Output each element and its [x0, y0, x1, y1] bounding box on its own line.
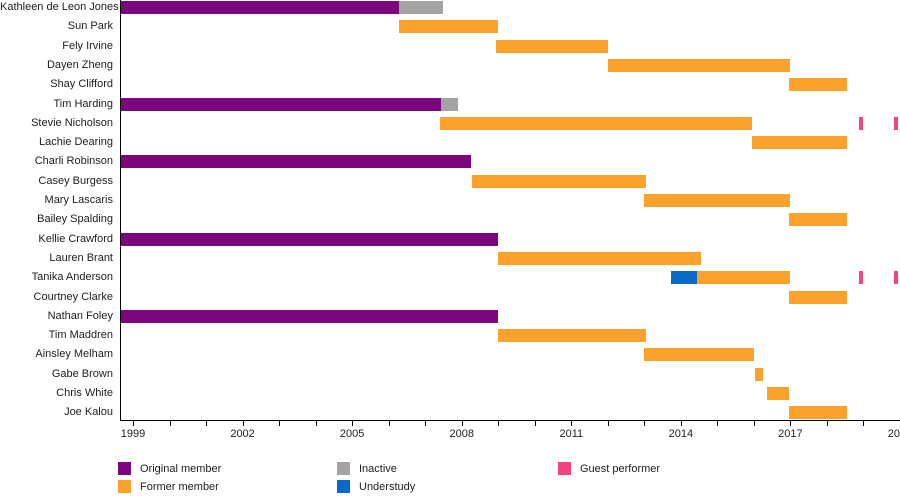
timeline-bar-former: [498, 329, 647, 343]
x-axis-tick: [388, 421, 390, 426]
member-label: Casey Burgess: [38, 174, 113, 187]
timeline-bar-former: [788, 213, 848, 227]
timeline-bar-former: [788, 78, 848, 92]
member-label: Tanika Anderson: [31, 271, 113, 284]
timeline-bar-former: [607, 58, 791, 72]
timeline-bar-former: [496, 39, 608, 53]
member-label: Lachie Dearing: [39, 136, 113, 149]
timeline-bar-original: [119, 1, 399, 14]
x-axis-tick: [644, 421, 646, 426]
legend-label: Former member: [140, 481, 219, 493]
timeline-bar-inactive: [440, 97, 459, 111]
legend-label: Understudy: [359, 481, 416, 493]
timeline-bar-guest: [894, 116, 898, 130]
x-axis-tick: [790, 421, 792, 426]
timeline-bar-guest: [859, 271, 863, 285]
member-label: Bailey Spalding: [37, 213, 113, 226]
x-axis-tick-label: 2014: [668, 428, 694, 440]
x-axis-tick-label: 2011: [559, 428, 584, 440]
member-label: Joe Kalou: [64, 406, 113, 419]
x-axis-tick-label: 2002: [230, 428, 255, 440]
legend-swatch-original: [118, 462, 131, 475]
x-axis-tick: [571, 421, 573, 426]
member-label: Gabe Brown: [51, 367, 113, 380]
x-axis-tick-label: 2020: [887, 428, 900, 440]
member-label: Mary Lascaris: [44, 194, 113, 206]
member-label: Nathan Foley: [47, 309, 113, 322]
x-axis-tick: [534, 421, 536, 426]
x-axis-tick-label: 1999: [120, 428, 146, 440]
member-label: Lauren Brant: [49, 251, 113, 264]
timeline-bar-guest: [859, 116, 863, 130]
x-axis-tick: [242, 421, 244, 426]
timeline-bar-former: [788, 290, 848, 304]
timeline-bar-inactive: [398, 1, 444, 14]
x-axis-tick: [425, 421, 427, 426]
x-axis-tick: [461, 421, 463, 426]
legend-swatch-inactive: [337, 462, 350, 475]
timeline-bar-former: [498, 251, 702, 265]
timeline-bar-former: [644, 348, 754, 362]
timeline-bar-former: [697, 271, 791, 285]
timeline-bar-former: [767, 387, 790, 400]
x-axis-tick: [315, 421, 317, 426]
timeline-bar-former: [439, 116, 753, 130]
member-label: Ainsley Melham: [35, 348, 113, 361]
x-axis-tick-label: 2005: [339, 428, 365, 440]
timeline-bar-understudy: [670, 271, 698, 285]
x-axis-tick: [133, 421, 134, 426]
timeline-bar-original: [119, 97, 441, 111]
timeline-bar-former: [398, 20, 499, 34]
legend-label: Inactive: [359, 463, 397, 475]
x-axis-tick-label: 2008: [449, 428, 474, 440]
member-label: Sun Park: [67, 20, 113, 33]
x-axis-tick: [863, 421, 865, 426]
timeline-bar-former: [644, 194, 791, 207]
x-axis-tick: [717, 421, 719, 426]
member-label: Tim Maddren: [48, 329, 113, 342]
x-axis-line: [120, 420, 900, 421]
y-axis-line: [120, 0, 121, 421]
member-label: Shay Clifford: [50, 78, 113, 91]
legend-label: Original member: [140, 463, 222, 475]
x-axis-tick: [607, 421, 609, 426]
member-label: Kellie Crawford: [38, 232, 113, 245]
x-axis-tick: [826, 421, 828, 426]
x-axis-tick: [680, 421, 682, 426]
legend-label: Guest performer: [580, 463, 661, 475]
member-label: Charli Robinson: [34, 155, 113, 168]
x-axis-tick-label: 2017: [778, 428, 803, 440]
x-axis-tick: [352, 421, 354, 426]
legend-swatch-guest: [558, 462, 571, 475]
timeline-bar-original: [119, 155, 472, 169]
x-axis-tick: [169, 421, 171, 426]
member-label: Dayen Zheng: [46, 58, 113, 71]
member-label: Courtney Clarke: [33, 290, 113, 303]
x-axis-tick: [753, 421, 755, 426]
member-label: Kathleen de Leon Jones: [0, 1, 119, 13]
timeline-bar-former: [755, 367, 764, 381]
timeline-bar-original: [119, 232, 499, 246]
x-axis-tick: [206, 421, 208, 426]
member-label: Chris White: [56, 387, 113, 399]
x-axis-tick: [279, 421, 281, 426]
timeline-bar-original: [119, 309, 499, 323]
timeline-bar-former: [788, 406, 848, 420]
timeline-bar-former: [471, 174, 647, 188]
timeline-bar-former: [752, 136, 848, 150]
legend-swatch-former: [118, 480, 131, 493]
timeline-bar-guest: [894, 271, 898, 285]
x-axis-tick: [498, 421, 500, 426]
member-label: Stevie Nicholson: [31, 116, 113, 129]
member-label: Fely Irvine: [62, 39, 113, 52]
member-label: Tim Harding: [53, 97, 114, 110]
legend-swatch-understudy: [337, 480, 350, 493]
